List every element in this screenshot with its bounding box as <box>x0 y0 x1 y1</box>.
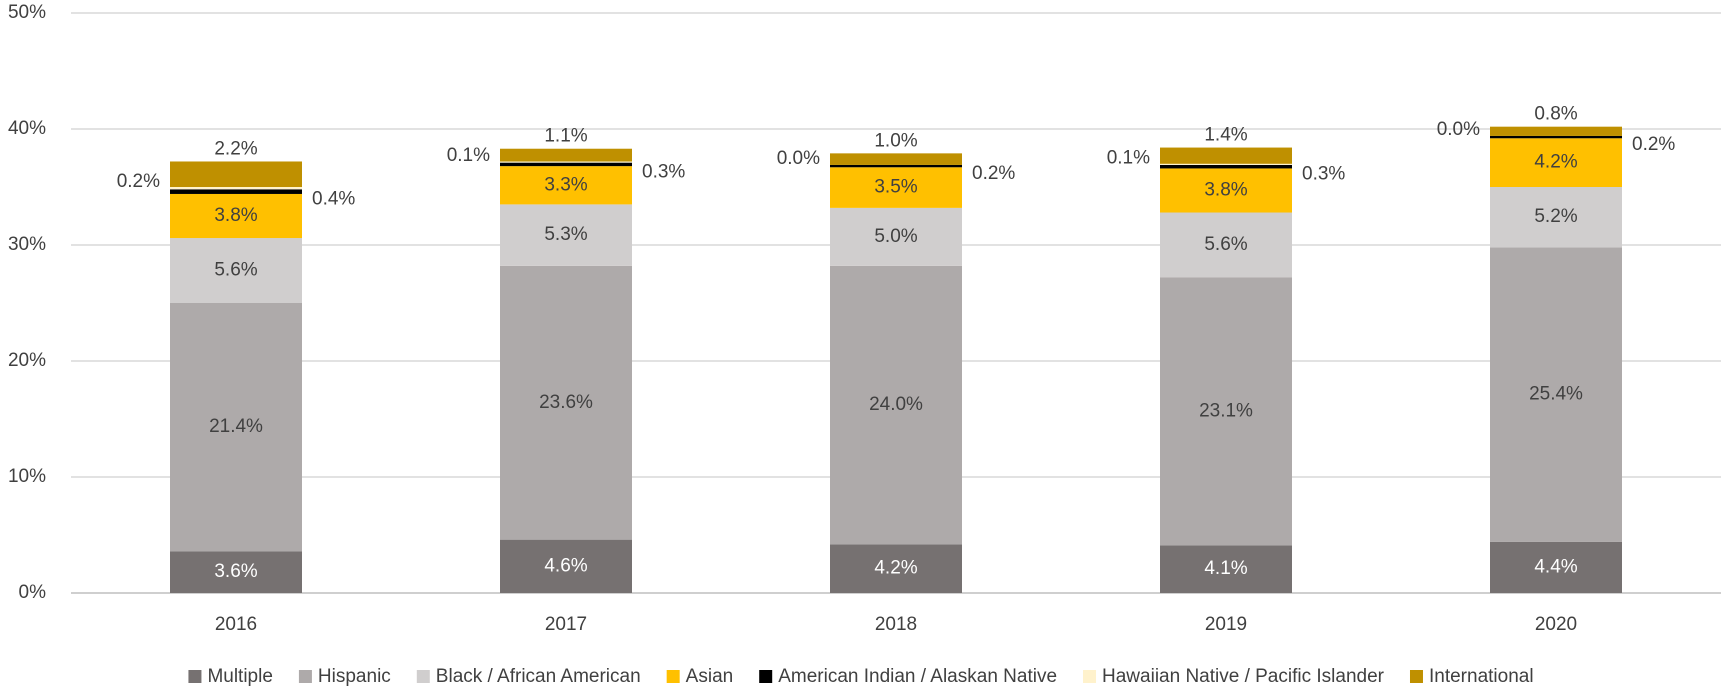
bar-segment <box>500 539 632 593</box>
data-label: 0.1% <box>1107 147 1150 168</box>
bar-segment <box>500 204 632 266</box>
y-tick-label: 20% <box>8 350 46 371</box>
data-label: 23.1% <box>1199 400 1253 421</box>
bar-segment <box>1160 163 1292 165</box>
bar-segment <box>170 161 302 187</box>
data-label: 0.2% <box>972 163 1015 184</box>
bar-segment <box>500 161 632 163</box>
legend-swatch <box>188 670 202 683</box>
bar-segment <box>500 265 632 540</box>
legend-swatch <box>1083 670 1097 683</box>
data-label: 0.3% <box>642 161 685 182</box>
x-tick-label: 2016 <box>215 614 257 635</box>
bar-segment <box>1160 545 1292 593</box>
bar-segment <box>170 551 302 593</box>
data-label: 5.2% <box>1534 206 1577 227</box>
bar-segment <box>1490 126 1622 136</box>
data-label: 0.2% <box>117 171 160 192</box>
bar-segment <box>170 238 302 303</box>
data-label: 25.4% <box>1529 384 1583 405</box>
data-label: 5.6% <box>1204 234 1247 255</box>
legend-swatch <box>298 670 312 683</box>
legend-label: International <box>1429 666 1534 687</box>
x-tick-label: 2019 <box>1205 614 1247 635</box>
data-label: 0.3% <box>1302 164 1345 185</box>
data-label: 0.0% <box>777 148 820 169</box>
bar-segment <box>170 189 302 194</box>
bar-segment <box>170 303 302 552</box>
y-tick-label: 10% <box>8 466 46 487</box>
data-label: 3.8% <box>214 205 257 226</box>
data-label: 4.4% <box>1534 556 1577 577</box>
data-label: 5.3% <box>544 224 587 245</box>
data-label: 2.2% <box>214 138 257 159</box>
bar-segment <box>1490 135 1622 139</box>
data-label: 21.4% <box>209 416 263 437</box>
data-label: 5.0% <box>874 226 917 247</box>
x-tick-label: 2020 <box>1535 614 1577 635</box>
legend-label: Asian <box>686 666 734 687</box>
x-tick-label: 2017 <box>545 614 587 635</box>
bar-segment <box>830 153 962 165</box>
data-label: 3.8% <box>1204 179 1247 200</box>
data-label: 1.1% <box>544 126 587 147</box>
bar-segment <box>1490 138 1622 187</box>
legend-swatch <box>759 670 773 683</box>
legend-label: Black / African American <box>436 666 641 687</box>
y-tick-label: 40% <box>8 118 46 139</box>
legend-swatch <box>416 670 430 683</box>
legend-label: Hispanic <box>318 666 391 687</box>
bar-segment <box>170 187 302 190</box>
bar-segment <box>830 265 962 545</box>
legend-label: Hawaiian Native / Pacific Islander <box>1102 666 1385 687</box>
bar-segment <box>500 166 632 205</box>
bar-segment <box>1160 277 1292 546</box>
data-label: 3.5% <box>874 177 917 198</box>
bar-segment <box>1490 541 1622 593</box>
y-tick-label: 50% <box>8 2 46 23</box>
data-label: 1.4% <box>1204 125 1247 146</box>
bar-segment <box>830 164 962 168</box>
data-label: 0.8% <box>1534 104 1577 125</box>
bar-segment <box>830 207 962 266</box>
data-label: 0.0% <box>1437 119 1480 140</box>
bar-segment <box>1160 168 1292 213</box>
data-label: 1.0% <box>874 130 917 151</box>
x-tick-label: 2018 <box>875 614 917 635</box>
data-label: 0.4% <box>312 189 355 210</box>
data-label: 4.2% <box>1534 152 1577 173</box>
bar-segment <box>500 148 632 162</box>
bar-segment <box>1490 187 1622 248</box>
legend-swatch <box>1409 670 1423 683</box>
bar-segment <box>830 167 962 208</box>
legend-label: American Indian / Alaskan Native <box>778 666 1057 687</box>
bar-segment <box>1490 247 1622 542</box>
data-label: 5.6% <box>214 260 257 281</box>
data-label: 4.2% <box>874 558 917 579</box>
bar-segment <box>170 193 302 239</box>
y-tick-label: 0% <box>19 582 47 603</box>
legend-swatch <box>666 670 680 683</box>
data-label: 4.6% <box>544 555 587 576</box>
bar-segment <box>1160 164 1292 169</box>
data-label: 4.1% <box>1204 558 1247 579</box>
bar-segment <box>500 162 632 167</box>
data-label: 0.2% <box>1632 134 1675 155</box>
bar-segment <box>1160 147 1292 164</box>
data-label: 3.3% <box>544 174 587 195</box>
data-label: 24.0% <box>869 394 923 415</box>
bar-segment <box>830 544 962 593</box>
legend-label: Multiple <box>207 666 272 687</box>
data-label: 3.6% <box>214 561 257 582</box>
data-label: 0.1% <box>447 145 490 166</box>
bar-segment <box>1160 212 1292 278</box>
data-label: 23.6% <box>539 392 593 413</box>
y-tick-label: 30% <box>8 234 46 255</box>
